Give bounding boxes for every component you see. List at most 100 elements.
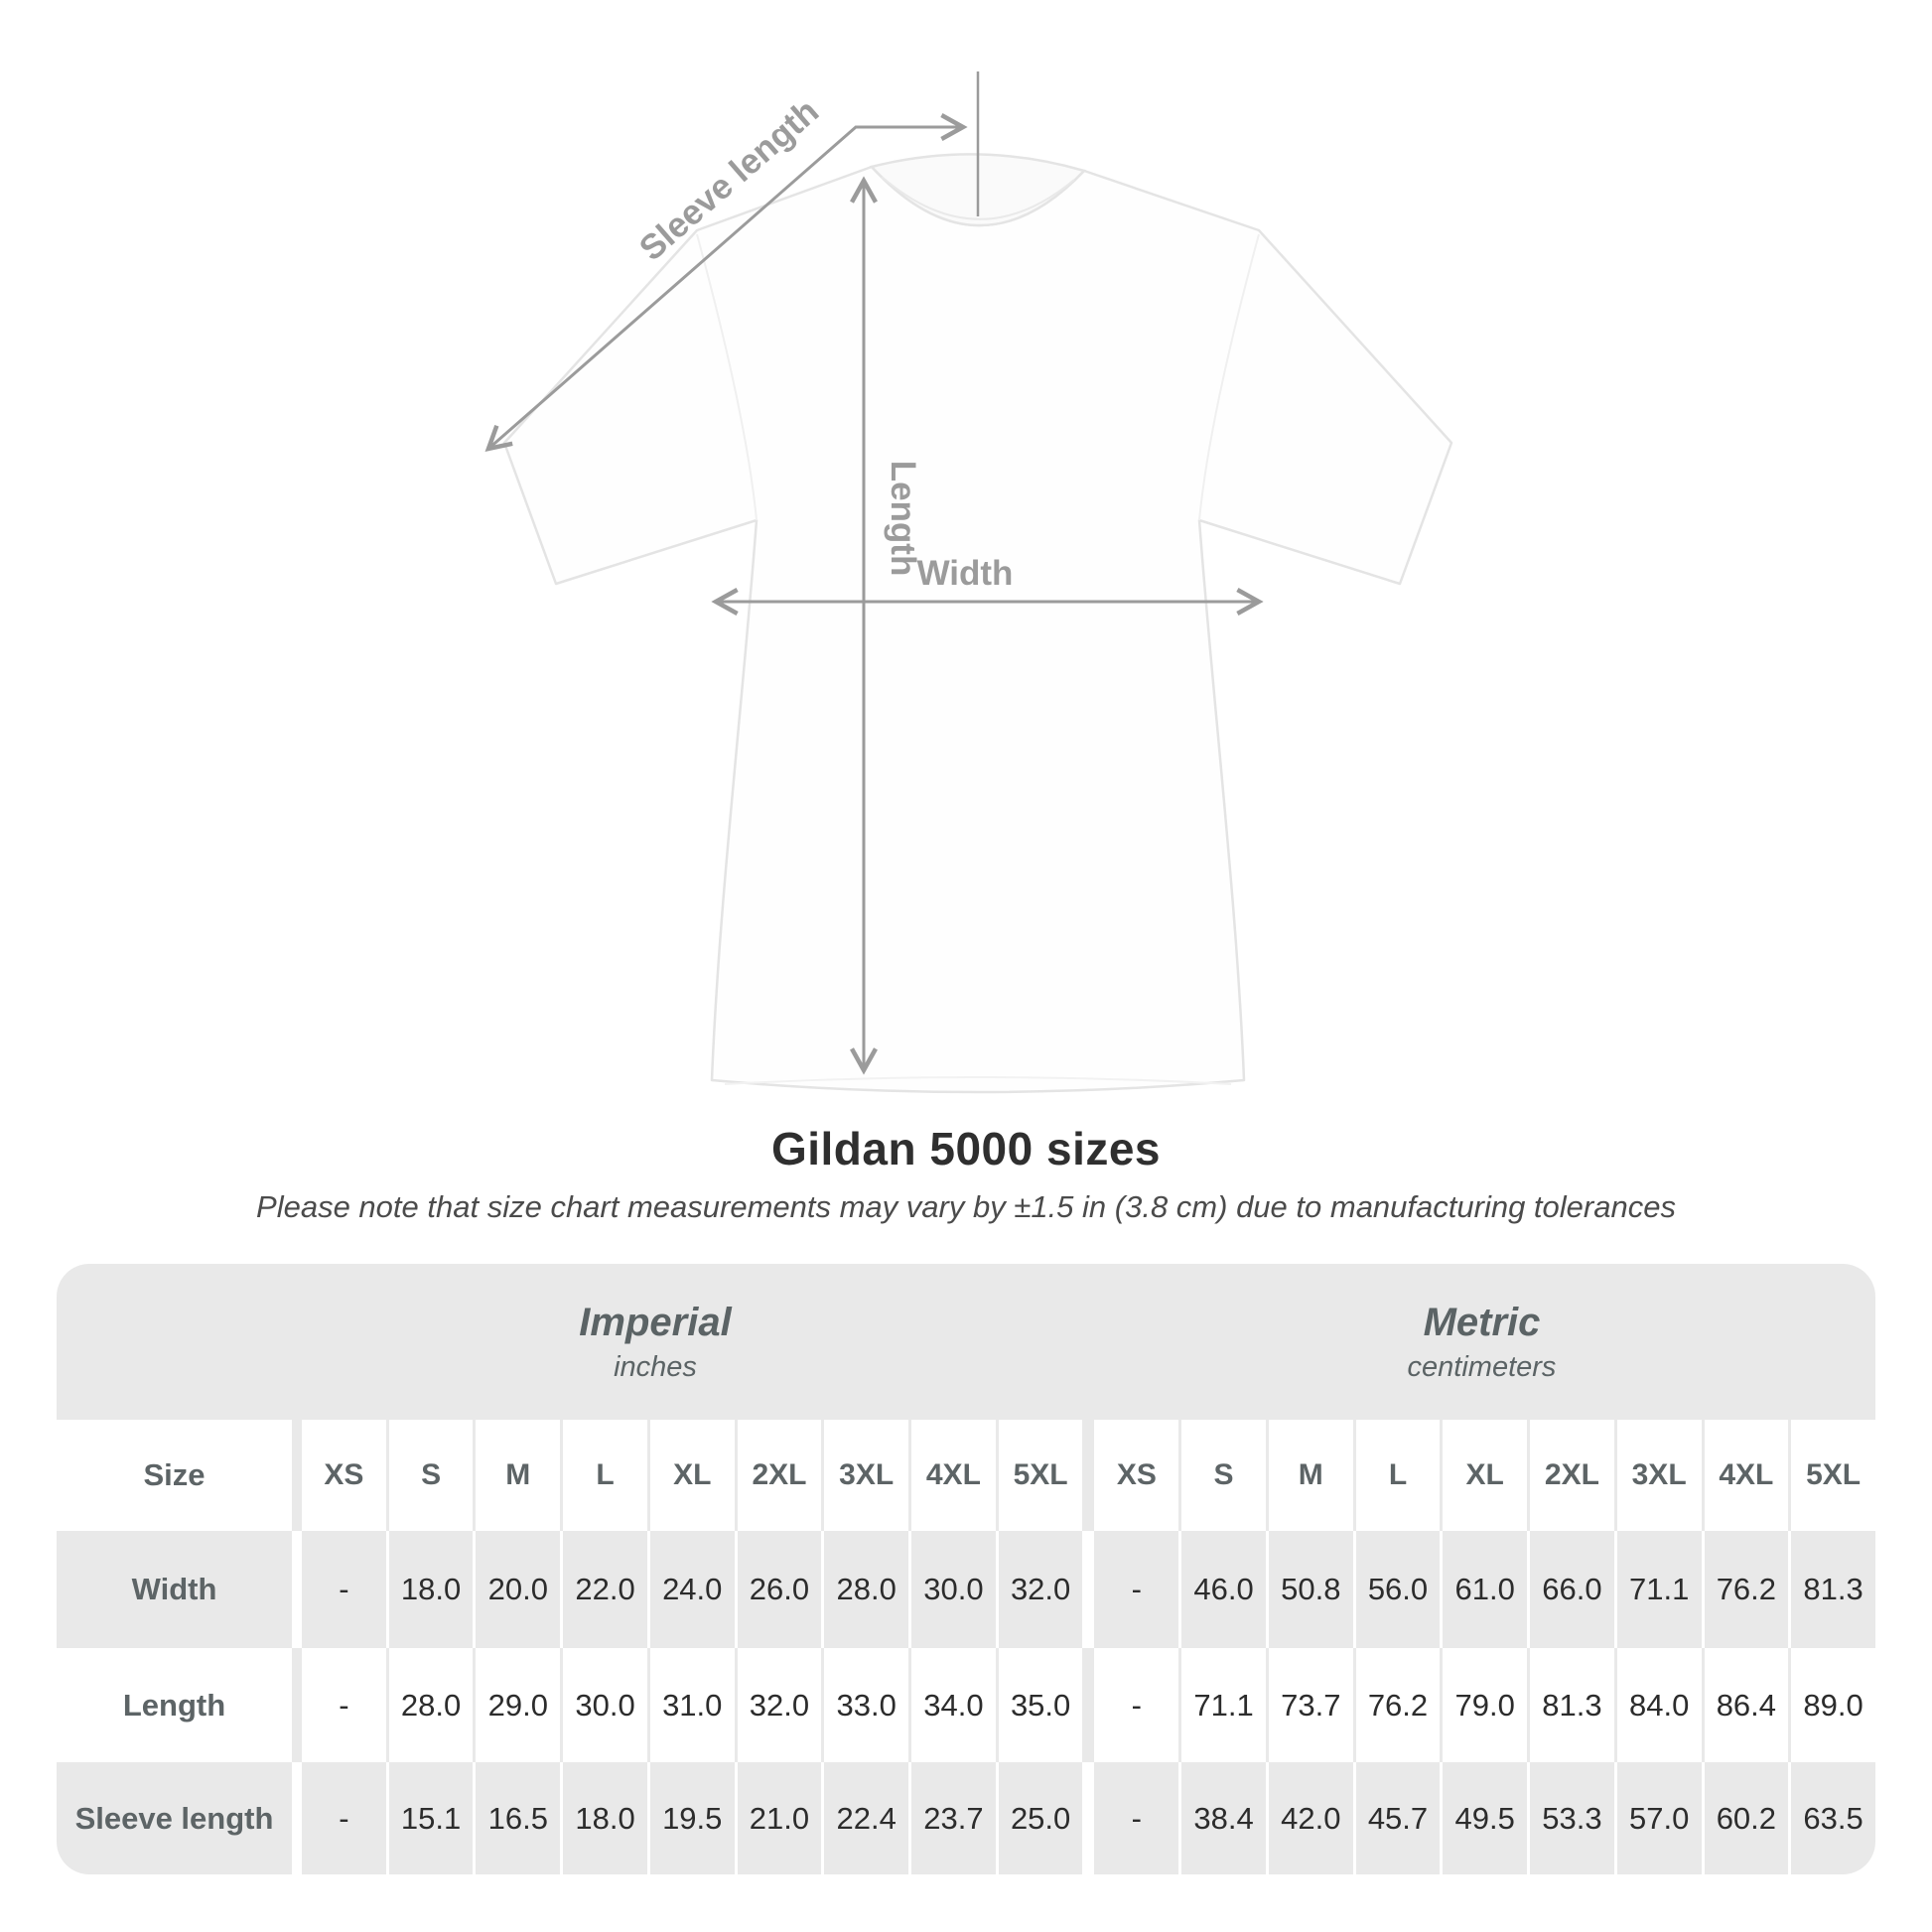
value-cell: 76.2 (1355, 1648, 1441, 1762)
value-cell: 21.0 (737, 1762, 822, 1874)
value-cell: 29.0 (476, 1648, 561, 1762)
value-cell: - (1094, 1648, 1179, 1762)
group-divider (1085, 1531, 1091, 1648)
size-header-cell: L (563, 1420, 647, 1531)
imperial-group-header: Imperial inches (111, 1264, 1199, 1420)
value-cell: 61.0 (1443, 1531, 1528, 1648)
value-cell: 71.1 (1616, 1531, 1702, 1648)
tshirt-measurement-diagram: Sleeve length Length Width (484, 71, 1453, 1094)
value-cell: - (1094, 1762, 1179, 1874)
size-header-cell: 5XL (998, 1420, 1083, 1531)
value-cell: 57.0 (1616, 1762, 1702, 1874)
group-divider (295, 1648, 299, 1762)
row-label: Width (57, 1531, 292, 1648)
length-label: Length (884, 461, 922, 577)
size-header-cell: L (1355, 1420, 1441, 1531)
value-cell: 63.5 (1791, 1762, 1875, 1874)
size-header-row: Size XS S M L XL 2XL 3XL 4XL 5XL XS S M … (57, 1420, 1875, 1531)
value-cell: 86.4 (1704, 1648, 1789, 1762)
value-cell: 26.0 (737, 1531, 822, 1648)
size-header-cell: 4XL (1704, 1420, 1789, 1531)
group-divider (1085, 1762, 1091, 1874)
value-cell: 30.0 (563, 1648, 647, 1762)
size-header-cell: XS (302, 1420, 386, 1531)
value-cell: 18.0 (563, 1762, 647, 1874)
value-cell: 35.0 (998, 1648, 1083, 1762)
imperial-unit: inches (614, 1350, 697, 1383)
value-cell: 32.0 (998, 1531, 1083, 1648)
value-cell: 34.0 (911, 1648, 996, 1762)
value-cell: 33.0 (824, 1648, 909, 1762)
value-cell: 38.4 (1181, 1762, 1266, 1874)
unit-group-header: Imperial inches Metric centimeters (57, 1264, 1875, 1420)
size-header-cell: M (1268, 1420, 1353, 1531)
value-cell: 28.0 (388, 1648, 474, 1762)
value-cell: 31.0 (649, 1648, 735, 1762)
value-cell: - (302, 1531, 386, 1648)
value-cell: 22.0 (563, 1531, 647, 1648)
imperial-label: Imperial (579, 1300, 732, 1344)
value-cell: 45.7 (1355, 1762, 1441, 1874)
value-cell: 22.4 (824, 1762, 909, 1874)
value-cell: - (302, 1648, 386, 1762)
value-cell: 24.0 (649, 1531, 735, 1648)
size-header-cell: XL (649, 1420, 735, 1531)
tshirt-illustration (502, 153, 1453, 1094)
value-cell: 84.0 (1616, 1648, 1702, 1762)
size-header-cell: 2XL (1530, 1420, 1614, 1531)
heading-block: Gildan 5000 sizes Please note that size … (0, 1120, 1932, 1227)
size-header-cell: 4XL (911, 1420, 996, 1531)
width-annotation: Width (711, 554, 1264, 616)
table-row-length: Length - 28.0 29.0 30.0 31.0 32.0 33.0 3… (57, 1648, 1875, 1762)
size-table: Imperial inches Metric centimeters Size … (57, 1264, 1875, 1874)
size-header-cell: 2XL (737, 1420, 822, 1531)
value-cell: 89.0 (1791, 1648, 1875, 1762)
metric-unit: centimeters (1407, 1350, 1557, 1383)
value-cell: 15.1 (388, 1762, 474, 1874)
value-cell: - (1094, 1531, 1179, 1648)
size-header-cell: XS (1094, 1420, 1179, 1531)
size-header-cell: 3XL (824, 1420, 909, 1531)
row-label: Sleeve length (57, 1762, 292, 1874)
value-cell: 20.0 (476, 1531, 561, 1648)
value-cell: 53.3 (1530, 1762, 1614, 1874)
table-row-sleeve-length: Sleeve length - 15.1 16.5 18.0 19.5 21.0… (57, 1762, 1875, 1874)
size-header-cell: M (476, 1420, 561, 1531)
value-cell: 18.0 (388, 1531, 474, 1648)
value-cell: 16.5 (476, 1762, 561, 1874)
value-cell: 49.5 (1443, 1762, 1528, 1874)
value-cell: 81.3 (1791, 1531, 1875, 1648)
page-title: Gildan 5000 sizes (770, 1123, 1162, 1174)
group-divider (295, 1762, 299, 1874)
value-cell: 32.0 (737, 1648, 822, 1762)
value-cell: 28.0 (824, 1531, 909, 1648)
size-header-cell: XL (1443, 1420, 1528, 1531)
value-cell: 73.7 (1268, 1648, 1353, 1762)
metric-label: Metric (1423, 1300, 1541, 1344)
table-row-width: Width - 18.0 20.0 22.0 24.0 26.0 28.0 30… (57, 1531, 1875, 1648)
value-cell: 23.7 (911, 1762, 996, 1874)
group-divider (295, 1420, 299, 1531)
value-cell: 30.0 (911, 1531, 996, 1648)
value-cell: 50.8 (1268, 1531, 1353, 1648)
value-cell: 81.3 (1530, 1648, 1614, 1762)
value-cell: 76.2 (1704, 1531, 1789, 1648)
value-cell: 79.0 (1443, 1648, 1528, 1762)
value-cell: 56.0 (1355, 1531, 1441, 1648)
size-header-cell: 5XL (1791, 1420, 1875, 1531)
row-label: Length (57, 1648, 292, 1762)
length-annotation: Length (850, 176, 922, 1075)
value-cell: 25.0 (998, 1762, 1083, 1874)
value-cell: 46.0 (1181, 1531, 1266, 1648)
size-header-cell: S (1181, 1420, 1266, 1531)
size-header-cell: 3XL (1616, 1420, 1702, 1531)
metric-group-header: Metric centimeters (1088, 1264, 1875, 1420)
value-cell: 42.0 (1268, 1762, 1353, 1874)
value-cell: 66.0 (1530, 1531, 1614, 1648)
value-cell: - (302, 1762, 386, 1874)
group-divider (1085, 1648, 1091, 1762)
group-divider (1085, 1420, 1091, 1531)
size-column-header: Size (57, 1420, 292, 1531)
group-divider (295, 1531, 299, 1648)
